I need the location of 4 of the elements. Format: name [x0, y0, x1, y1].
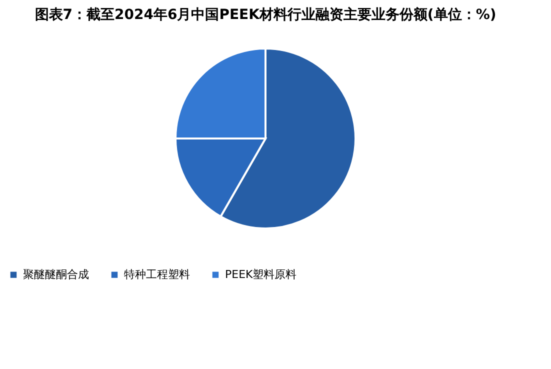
chart-title: 图表7：截至2024年6月中国PEEK材料行业融资主要业务份额(单位：%) — [34, 6, 496, 23]
legend-label: 聚醚醚酮合成 — [23, 268, 89, 281]
legend-label: 特种工程塑料 — [124, 268, 190, 281]
legend-label: PEEK塑料原料 — [225, 268, 297, 281]
